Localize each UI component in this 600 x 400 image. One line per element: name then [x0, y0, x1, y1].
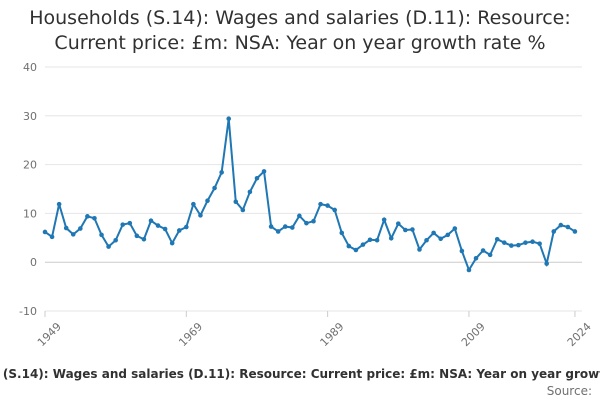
data-point[interactable] [247, 189, 253, 195]
data-point[interactable] [325, 203, 330, 208]
data-points [42, 116, 578, 273]
data-point[interactable] [297, 213, 302, 219]
data-point[interactable] [565, 224, 571, 230]
data-point[interactable] [318, 201, 323, 207]
y-tick-label: 20 [23, 159, 37, 172]
data-point[interactable] [275, 229, 281, 234]
data-point[interactable] [367, 237, 373, 243]
data-point[interactable] [85, 214, 90, 219]
data-point[interactable] [438, 236, 443, 242]
data-point[interactable] [42, 229, 48, 235]
data-point[interactable] [92, 215, 97, 221]
data-point[interactable] [530, 239, 535, 244]
data-point[interactable] [155, 223, 161, 228]
data-point[interactable] [381, 217, 387, 223]
data-point[interactable] [268, 224, 274, 229]
data-point[interactable] [473, 255, 479, 261]
x-axis-label-text: Households (S.14): Wages and salaries (D… [0, 367, 600, 381]
x-tick-label: 1989 [318, 320, 347, 349]
data-point[interactable] [494, 236, 500, 242]
data-point[interactable] [424, 237, 429, 243]
data-point[interactable] [106, 244, 111, 249]
x-tick-label: 2009 [459, 320, 488, 349]
data-point[interactable] [466, 267, 472, 273]
data-point[interactable] [551, 229, 557, 234]
data-point[interactable] [417, 247, 422, 252]
y-tick-label: 10 [23, 207, 37, 220]
data-point[interactable] [148, 218, 154, 224]
data-point[interactable] [558, 222, 564, 228]
data-point[interactable] [339, 230, 345, 236]
x-tick-label: 1949 [35, 320, 64, 349]
data-point[interactable] [544, 261, 549, 266]
data-point[interactable] [70, 232, 76, 237]
data-point[interactable] [374, 237, 380, 243]
data-point[interactable] [162, 226, 168, 232]
data-point[interactable] [78, 226, 83, 231]
data-point[interactable] [516, 242, 521, 248]
data-point[interactable] [537, 241, 542, 246]
data-point[interactable] [332, 207, 338, 213]
data-point[interactable] [176, 228, 182, 233]
data-point[interactable] [191, 201, 196, 207]
series-line [44, 118, 576, 273]
data-point[interactable] [480, 248, 486, 253]
data-point[interactable] [120, 222, 126, 227]
data-point[interactable] [184, 224, 189, 230]
data-point[interactable] [261, 169, 267, 174]
data-point[interactable] [233, 199, 239, 204]
x-axis-ticks: 1949 1969 1989 2009 2024 [35, 311, 594, 349]
x-axis-label: Households (S.14): Wages and salaries (D… [0, 367, 600, 385]
data-point[interactable] [127, 220, 133, 226]
x-tick-label: 1969 [176, 320, 205, 349]
data-point[interactable] [219, 170, 224, 175]
y-axis-ticks: 40 30 20 10 0 -10 [19, 61, 37, 318]
data-point[interactable] [63, 225, 69, 231]
data-point[interactable] [410, 227, 415, 232]
source-label: Source: [546, 384, 592, 398]
data-point[interactable] [240, 207, 246, 213]
data-point[interactable] [395, 221, 401, 226]
data-point[interactable] [134, 233, 140, 239]
data-point[interactable] [254, 175, 260, 181]
y-tick-label: 0 [30, 256, 37, 269]
data-point[interactable] [572, 229, 578, 234]
data-point[interactable] [212, 185, 217, 191]
data-point[interactable] [49, 234, 55, 240]
chart-title-line-1: Households (S.14): Wages and salaries (D… [29, 7, 571, 29]
data-point[interactable] [360, 242, 366, 247]
data-point[interactable] [523, 240, 528, 245]
y-tick-label: 40 [23, 61, 37, 74]
data-point[interactable] [459, 248, 465, 254]
chart-title: Households (S.14): Wages and salaries (D… [0, 6, 600, 56]
data-point[interactable] [205, 198, 210, 204]
data-point[interactable] [113, 237, 118, 243]
data-point[interactable] [501, 240, 507, 245]
data-point[interactable] [403, 227, 408, 233]
grid-lines [45, 66, 582, 312]
data-point[interactable] [169, 240, 175, 246]
data-point[interactable] [198, 213, 203, 218]
y-tick-label: -10 [19, 305, 37, 318]
data-point[interactable] [282, 224, 288, 229]
data-point[interactable] [99, 232, 104, 238]
data-point[interactable] [290, 225, 295, 230]
data-point[interactable] [141, 236, 147, 242]
data-point[interactable] [346, 243, 352, 249]
chart-title-line-2: Current price: £m: NSA: Year on year gro… [54, 32, 546, 54]
data-point[interactable] [226, 116, 232, 122]
data-point[interactable] [353, 247, 359, 253]
data-point[interactable] [56, 201, 62, 207]
x-tick-label: 2024 [565, 320, 594, 349]
data-point[interactable] [388, 235, 394, 241]
data-point[interactable] [431, 230, 436, 236]
data-point[interactable] [452, 226, 458, 231]
data-point[interactable] [487, 252, 493, 258]
data-point[interactable] [304, 220, 309, 226]
y-tick-label: 30 [23, 110, 37, 123]
data-point[interactable] [445, 232, 451, 238]
data-point[interactable] [311, 218, 316, 224]
data-point[interactable] [509, 243, 514, 248]
